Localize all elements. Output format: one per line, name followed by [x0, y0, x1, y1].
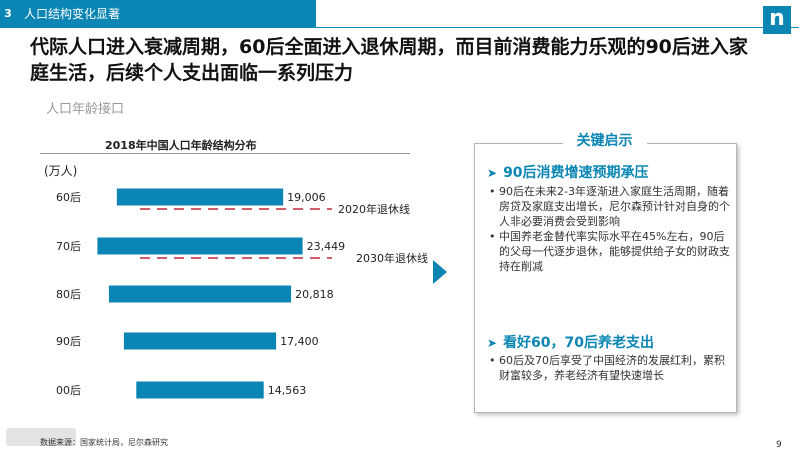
- insight-point-title: ➤ 90后消费增速预期承压: [487, 165, 649, 181]
- bar: [116, 188, 284, 206]
- value-label: 17,400: [280, 335, 319, 348]
- source-note: 数据来源：国家统计局，尼尔森研究: [40, 438, 168, 447]
- value-label: 20,818: [295, 288, 334, 301]
- category-label: 90后: [56, 335, 81, 348]
- insight-point-title: ➤ 看好60，70后养老支出: [487, 335, 655, 351]
- bar: [123, 332, 277, 350]
- chart-title-rule: [40, 153, 410, 154]
- slide-title: 代际人口进入衰减周期，60后全面进入退休周期，而目前消费能力乐观的90后进入家庭…: [30, 36, 748, 84]
- page-number: 9: [776, 440, 782, 450]
- insight-bullets: 90后在未来2-3年逐渐进入家庭生活周期，随着房贷及家庭支出增长，尼尔森预计针对…: [487, 184, 731, 274]
- watermark: [6, 428, 76, 446]
- bar: [136, 381, 264, 399]
- retirement-line-label: 2030年退休线: [356, 251, 428, 265]
- bullet-item: 中国养老金替代率实际水平在45%左右，90后的父母一代逐步退休，能够提供给子女的…: [489, 229, 731, 274]
- slide-subtitle: 人口年龄接口: [46, 102, 125, 117]
- insights-heading: 关键启示: [474, 130, 735, 150]
- value-label: 23,449: [307, 240, 346, 253]
- section-title: 人口结构变化显著: [16, 0, 316, 28]
- nielsen-logo-icon: n: [763, 6, 791, 34]
- retirement-line-label: 2020年退休线: [338, 202, 410, 216]
- header-divider: [16, 27, 799, 28]
- value-label: 19,006: [287, 191, 326, 204]
- chart-title: 2018年中国人口年龄结构分布: [105, 139, 257, 152]
- category-label: 80后: [56, 288, 81, 301]
- arrow-right-icon: [433, 260, 447, 284]
- category-label: 70后: [56, 240, 81, 253]
- bullet-item: 60后及70后享受了中国经济的发展红利，累积财富较多，养老经济有望快速增长: [489, 353, 731, 383]
- category-label: 60后: [56, 191, 81, 204]
- value-label: 14,563: [268, 384, 307, 397]
- section-number: 3: [0, 0, 16, 28]
- chart-unit-label: (万人): [44, 164, 78, 178]
- bar: [97, 237, 303, 255]
- insights-panel: ➤90后消费增速预期承压 90后在未来2-3年逐渐进入家庭生活周期，随着房贷及家…: [474, 143, 737, 413]
- triangle-right-icon: ➤: [487, 336, 498, 350]
- bullet-item: 90后在未来2-3年逐渐进入家庭生活周期，随着房贷及家庭支出增长，尼尔森预计针对…: [489, 184, 731, 229]
- insight-bullets: 60后及70后享受了中国经济的发展红利，累积财富较多，养老经济有望快速增长: [487, 353, 731, 383]
- triangle-right-icon: ➤: [487, 166, 498, 180]
- top-bar: 3 人口结构变化显著: [0, 0, 799, 28]
- category-label: 00后: [56, 384, 81, 397]
- bar: [108, 285, 292, 303]
